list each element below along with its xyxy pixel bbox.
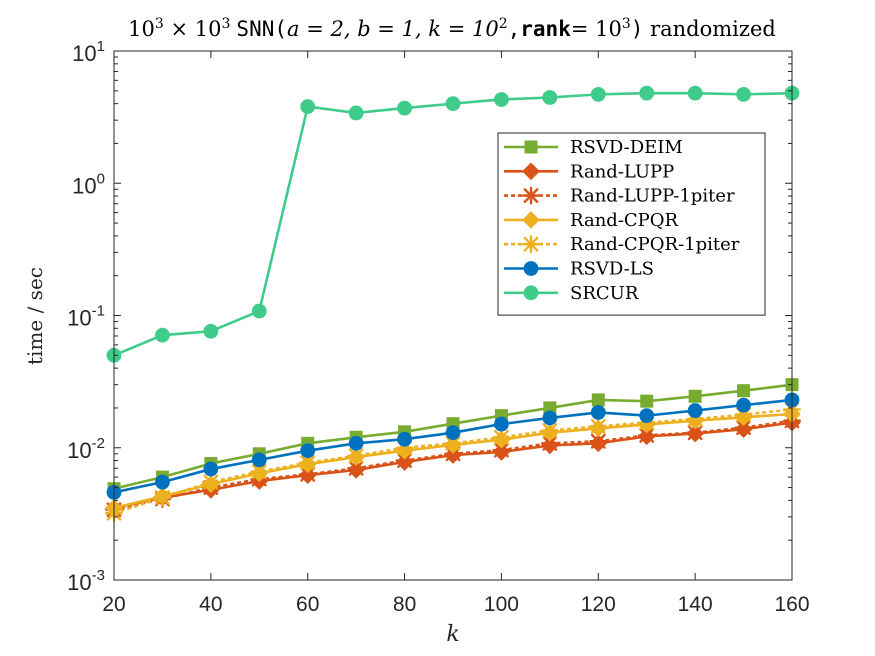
x-tick-label: 60 [296,593,319,616]
legend-marker [522,211,540,229]
legend-box [497,132,766,316]
data-point [591,393,605,407]
data-point [155,327,170,343]
y-tick-label: 100 [72,170,105,198]
x-tick-label: 140 [678,593,713,616]
legend-label: RSVD-DEIM [570,137,683,158]
series-rsvd-ls [106,392,800,500]
data-point [542,90,558,105]
legend-label: RSVD-LS [570,259,654,280]
legend-item: Rand-LUPP-1piter [504,186,735,207]
data-point [494,92,509,107]
data-point [688,389,702,403]
data-point [250,462,269,481]
data-point [251,452,267,468]
data-point [492,428,511,447]
y-axis-ticks: 10-3 10-2 10-1 100 101 [67,38,792,595]
x-tick-label: 100 [484,593,519,616]
x-axis-label: k [446,622,459,647]
data-point [494,416,509,432]
data-point [395,451,414,470]
y-tick-label: 101 [72,38,105,66]
series-line [113,408,793,515]
legend-item: Rand-CPQR [504,210,679,231]
data-point [300,443,316,459]
legend-item: Rand-CPQR-1piter [504,234,740,255]
data-point [445,96,461,112]
y-tick-label: 10-2 [67,435,105,463]
x-tick-label: 120 [581,593,616,616]
data-point [589,417,608,436]
data-point [397,100,412,116]
data-point [687,85,703,101]
data-point [348,435,364,451]
data-point [687,403,703,418]
data-point [300,99,316,114]
chart-title: 103 × 103 SNN(a = 2, b = 1, k = 102,rank=… [128,16,776,41]
legend-marker [522,186,540,205]
x-axis-ticks: 20 40 60 80 100 120 140 160 [102,51,810,616]
legend-label: Rand-CPQR-1piter [570,234,740,255]
data-point [590,405,606,420]
y-tick-label: 10-3 [67,567,105,595]
legend-label: Rand-CPQR [570,210,679,231]
data-point [639,85,655,101]
data-point [445,425,461,441]
legend: RSVD-DEIM Rand-LUPP Rand-LUPP-1piter Rand-C… [497,132,766,316]
x-tick-label: 160 [774,593,809,616]
data-point [397,431,412,447]
x-tick-label: 80 [393,593,416,616]
y-tick-label: 10-1 [67,303,105,331]
legend-marker [524,140,538,154]
data-point [639,408,655,424]
data-point [737,384,751,398]
legend-item: SRCUR [504,283,639,304]
legend-marker [522,162,540,181]
data-point [203,323,219,339]
data-point [542,410,558,426]
data-point [201,473,220,492]
data-point [348,105,364,121]
legend-marker [522,235,540,254]
data-point [736,397,751,413]
legend-item: RSVD-LS [504,259,654,280]
data-point [153,488,172,507]
data-point [203,461,219,477]
legend-marker [523,285,539,301]
legend-label: Rand-LUPP [570,161,674,182]
legend-label: Rand-LUPP-1piter [570,186,735,207]
legend-label: SRCUR [570,283,639,304]
data-point [492,441,511,460]
series-srcur [106,85,800,363]
x-tick-label: 20 [102,593,125,616]
legend-item: Rand-LUPP [504,161,674,182]
legend-item: RSVD-DEIM [504,137,683,158]
y-axis-label: time / sec [23,267,47,365]
x-tick-label: 40 [199,593,222,616]
data-point [590,86,606,102]
legend-marker [523,261,539,276]
data-point [640,394,654,408]
data-point [155,474,170,490]
data-point [251,303,267,319]
data-point [736,86,751,102]
